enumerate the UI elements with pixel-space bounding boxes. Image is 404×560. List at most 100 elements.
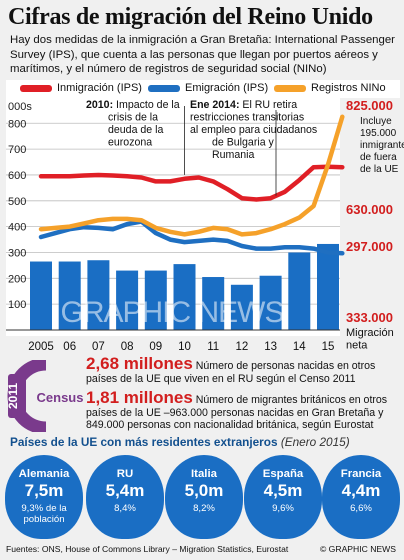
y-tick-label: 700	[8, 144, 26, 156]
y-axis-unit: 000s	[8, 101, 32, 113]
y-tick-label: 400	[8, 222, 26, 234]
country-name: España	[262, 468, 304, 480]
net-migration-bar	[173, 264, 196, 330]
page-title: Cifras de migración del Reino Unido	[8, 4, 373, 30]
legend-swatch-emigration	[148, 84, 180, 92]
emigration-line	[38, 219, 345, 256]
x-tick-label: 09	[149, 341, 162, 353]
country-pct: 6,6%	[350, 503, 372, 514]
x-tick-label: 13	[264, 341, 277, 353]
country-value: 4,5m	[263, 481, 303, 500]
net-migration-bar	[288, 252, 311, 330]
net-migration-bar	[230, 284, 253, 330]
stat-british-migrants-value: 1,81 millones	[86, 388, 193, 407]
nino-end-note-line: inmigrantes	[360, 140, 404, 151]
countries-title-text: Países de la UE con más residentes extra…	[10, 435, 278, 449]
annotation-2014-line-text: de Bulgaria y	[212, 137, 275, 149]
x-tick-label: 11	[207, 341, 219, 353]
country-pct: 9,6%	[272, 503, 294, 514]
country-pct: 9,3% de la población	[21, 503, 67, 525]
country-name: RU	[116, 468, 134, 480]
annotation-2010-line-text: crisis de la	[108, 112, 158, 124]
nino-end-note-line: 195.000	[360, 128, 397, 139]
net-migration-end-label: Migración neta	[346, 327, 394, 352]
country-value: 7,5m	[24, 481, 64, 500]
nino-end-note-line: Incluye	[360, 116, 392, 127]
net-migration-bar	[30, 261, 52, 330]
census-logo: 2011 Census	[6, 360, 84, 432]
y-tick-label: 800	[8, 118, 26, 130]
x-tick-label: 15	[322, 341, 335, 353]
nino-end-value: 825.000	[346, 98, 393, 113]
annotation-2010-line-text: eurozona	[108, 137, 152, 149]
footer: Fuentes: ONS, House of Commons Library –…	[6, 544, 400, 554]
country-circle-germany: Alemania 7,5m 9,3% de la población	[5, 455, 83, 539]
nino-line	[38, 114, 345, 237]
census-label: Census	[37, 390, 84, 405]
annotation-2014-line-text: al empleo para ciudadanos	[190, 124, 317, 136]
y-tick-label: 500	[8, 196, 26, 208]
country-circle-uk: RU 5,4m 8,4%	[86, 455, 164, 539]
country-name: Francia	[340, 468, 382, 480]
country-circle-france: Francia 4,4m 6,6%	[322, 455, 400, 539]
immigration-line	[38, 164, 345, 202]
legend-label-immigration: Inmigración (IPS)	[57, 82, 142, 94]
x-tick-label: 2005	[28, 341, 54, 353]
country-value: 5,4m	[105, 481, 145, 500]
chart-legend: Inmigración (IPS) Emigración (IPS) Regis…	[6, 80, 400, 98]
stat-eu-born: 2,68 millones Número de personas nacidas…	[86, 355, 400, 385]
legend-label-nino: Registros NINo	[311, 82, 386, 94]
stat-british-migrants: 1,81 millones Número de migrantes britán…	[86, 389, 400, 432]
x-tick-label: 07	[92, 341, 105, 353]
annotation-2014-line-text: Ene 2014: El RU retira	[190, 99, 297, 111]
nino-end-note-line: de fuera	[360, 152, 397, 163]
country-pct: 8,2%	[193, 503, 215, 514]
y-tick-label: 200	[8, 273, 26, 285]
annotation-2010-line-text: 2010: Impacto de la	[86, 99, 180, 111]
annotation-2010-line-text: deuda de la	[108, 124, 163, 136]
net-migration-bar	[87, 260, 110, 330]
immigration-end-value: 630.000	[346, 202, 393, 217]
net-migration-end-label-line: neta	[346, 340, 368, 352]
legend-label-emigration: Emigración (IPS)	[185, 82, 269, 94]
legend-item-nino: Registros NINo	[274, 82, 386, 94]
countries-title-date: (Enero 2015)	[280, 435, 350, 449]
stat-eu-born-text: Número de personas nacidas en otros país…	[86, 360, 376, 385]
country-circle-spain: España 4,5m 9,6%	[244, 455, 322, 539]
emigration-end-value: 297.000	[346, 239, 393, 254]
stat-british-migrants-text: Número de migrantes británicos en otros …	[86, 394, 388, 432]
legend-swatch-nino	[274, 84, 306, 92]
x-tick-label: 14	[293, 341, 306, 353]
stat-eu-born-value: 2,68 millones	[86, 354, 193, 373]
legend-swatch-immigration	[20, 84, 52, 92]
x-tick-label: 12	[236, 341, 249, 353]
country-value: 5,0m	[184, 481, 224, 500]
net-migration-bar	[202, 277, 225, 330]
net-migration-bar	[116, 270, 139, 330]
x-tick-label: 08	[121, 341, 134, 353]
legend-item-immigration: Inmigración (IPS)	[20, 82, 142, 94]
country-value: 4,4m	[341, 481, 381, 500]
footer-copyright: © GRAPHIC NEWS	[319, 544, 396, 554]
net-migration-bar	[317, 243, 339, 330]
census-year: 2011	[6, 383, 20, 409]
annotation-2014-line-text: restricciones transitorias	[190, 112, 304, 124]
countries-title: Países de la UE con más residentes extra…	[10, 435, 350, 449]
census-year-band	[8, 374, 26, 418]
net-migration-end-value: 333.000	[346, 310, 393, 325]
x-tick-label: 10	[178, 341, 191, 353]
net-migration-bar	[58, 261, 81, 330]
net-migration-bar	[144, 270, 167, 330]
legend-item-emigration: Emigración (IPS)	[148, 82, 268, 94]
country-pct: 8,4%	[114, 503, 136, 514]
nino-end-note-line: de la UE	[360, 164, 399, 175]
country-name: Alemania	[18, 468, 70, 480]
annotation-2014: Ene 2014: El RU retira restricciones tran…	[190, 99, 317, 161]
annotation-2010: 2010: Impacto de la crisis de la deuda de …	[86, 99, 180, 149]
country-name: Italia	[191, 468, 217, 480]
y-tick-label: 600	[8, 170, 26, 182]
x-tick-label: 06	[63, 341, 76, 353]
country-circle-italy: Italia 5,0m 8,2%	[165, 455, 243, 539]
